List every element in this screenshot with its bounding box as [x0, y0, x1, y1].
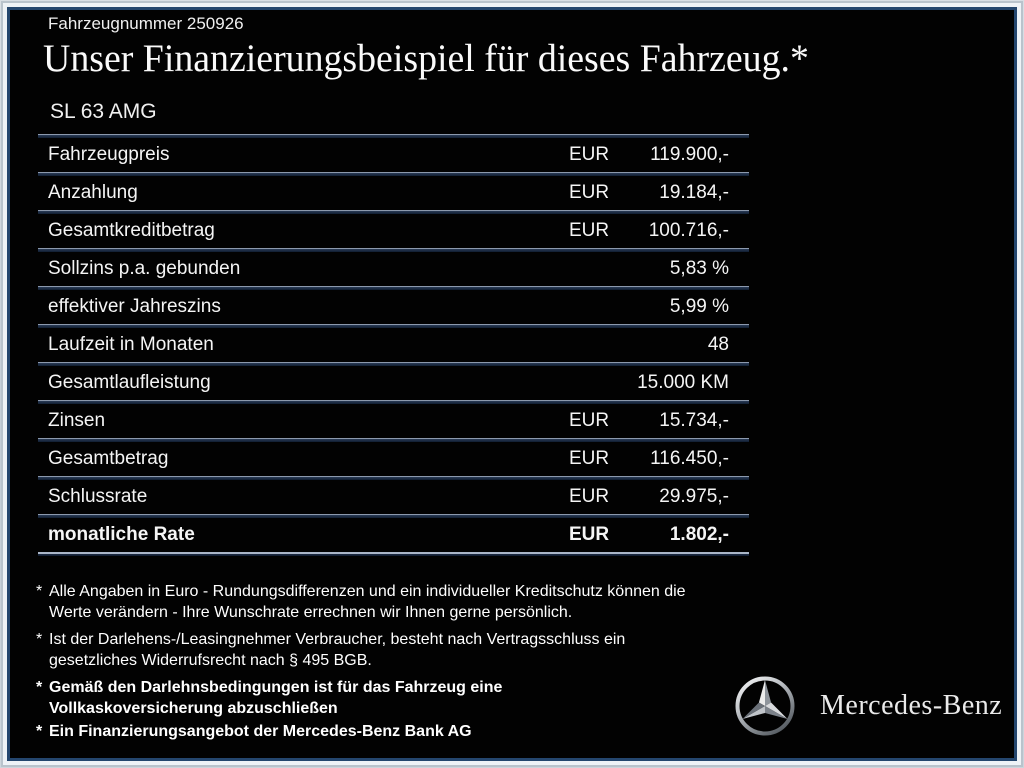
table-divider [38, 438, 749, 442]
row-label: Gesamtbetrag [48, 448, 169, 469]
table-row: Fahrzeugpreis EUR 119.900,- [38, 138, 749, 172]
table-row: Zinsen EUR 15.734,- [38, 404, 749, 438]
page-title: Unser Finanzierungsbeispiel für dieses F… [43, 37, 809, 80]
row-value: 19.184,- [659, 182, 729, 203]
table-divider [38, 248, 749, 252]
brand-logo: Mercedes-Benz [733, 674, 1002, 738]
row-value: 5,83 % [669, 258, 729, 279]
table-row: Schlussrate EUR 29.975,- [38, 480, 749, 514]
row-value: 116.450,- [650, 448, 729, 469]
row-value: 5,99 % [669, 296, 729, 317]
table-divider [38, 476, 749, 480]
row-currency: EUR [569, 524, 610, 545]
table-divider [38, 324, 749, 328]
footnotes: * Alle Angaben in Euro - Rundungsdiffere… [36, 581, 741, 744]
table-row: effektiver Jahreszins 5,99 % [38, 290, 749, 324]
row-currency: EUR [569, 144, 610, 165]
row-value: 1.802,- [669, 524, 729, 545]
footnote-text: Ein Finanzierungsangebot der Mercedes-Be… [49, 723, 472, 740]
row-value: 48 [707, 334, 729, 355]
finance-sheet-panel: Fahrzeugnummer 250926 Unser Finanzierung… [7, 7, 1017, 761]
row-value: 29.975,- [659, 486, 729, 507]
row-label: Gesamtlaufleistung [48, 372, 211, 393]
row-currency: EUR [569, 410, 610, 431]
footnote: * Ein Finanzierungsangebot der Mercedes-… [36, 721, 741, 742]
footnote-marker: * [36, 679, 43, 696]
row-value: 119.900,- [650, 144, 729, 165]
footnote: * Gemäß den Darlehnsbedingungen ist für … [36, 677, 741, 719]
table-row: Laufzeit in Monaten 48 [38, 328, 749, 362]
row-label: effektiver Jahreszins [48, 296, 221, 317]
row-label: Zinsen [48, 410, 106, 431]
row-label: monatliche Rate [48, 524, 195, 545]
table-row: Gesamtkreditbetrag EUR 100.716,- [38, 214, 749, 248]
table-row: Gesamtlaufleistung 15.000 KM [38, 366, 749, 400]
table-row: Anzahlung EUR 19.184,- [38, 176, 749, 210]
table-divider [38, 134, 749, 138]
footnote: * Alle Angaben in Euro - Rundungsdiffere… [36, 581, 741, 623]
row-label: Laufzeit in Monaten [48, 334, 214, 355]
row-currency: EUR [569, 220, 610, 241]
row-currency: EUR [569, 182, 610, 203]
footnote-text: Gemäß den Darlehnsbedingungen ist für da… [49, 679, 503, 717]
table-row: Gesamtbetrag EUR 116.450,- [38, 442, 749, 476]
finance-sheet-content: Fahrzeugnummer 250926 Unser Finanzierung… [10, 10, 1014, 758]
table-divider [38, 362, 749, 366]
footnote-marker: * [36, 723, 43, 740]
row-value: 100.716,- [648, 220, 729, 241]
table-divider [38, 552, 749, 556]
table-row-monthly-rate: monatliche Rate EUR 1.802,- [38, 518, 749, 552]
mercedes-star-icon [735, 676, 795, 736]
footnote-marker: * [36, 583, 43, 600]
row-value: 15.000 KM [637, 372, 729, 393]
vehicle-model: SL 63 AMG [50, 100, 157, 123]
table-divider [38, 400, 749, 404]
vehicle-number: Fahrzeugnummer 250926 [48, 14, 244, 33]
row-label: Fahrzeugpreis [48, 144, 170, 165]
footnote-text: Ist der Darlehens-/Leasingnehmer Verbrau… [49, 631, 626, 669]
footnote-marker: * [36, 631, 43, 648]
row-value: 15.734,- [659, 410, 729, 431]
row-label: Sollzins p.a. gebunden [48, 258, 241, 279]
brand-name: Mercedes-Benz [820, 690, 1003, 721]
row-label: Anzahlung [48, 182, 138, 203]
row-label: Gesamtkreditbetrag [48, 220, 215, 241]
row-label: Schlussrate [48, 486, 148, 507]
table-divider [38, 286, 749, 290]
footnote: * Ist der Darlehens-/Leasingnehmer Verbr… [36, 629, 741, 671]
table-row: Sollzins p.a. gebunden 5,83 % [38, 252, 749, 286]
financing-table: Fahrzeugpreis EUR 119.900,- Anzahlung EU… [38, 134, 749, 556]
table-divider [38, 210, 749, 214]
table-divider [38, 172, 749, 176]
row-currency: EUR [569, 448, 610, 469]
footnote-text: Alle Angaben in Euro - Rundungsdifferenz… [49, 583, 686, 621]
row-currency: EUR [569, 486, 610, 507]
table-divider [38, 514, 749, 518]
